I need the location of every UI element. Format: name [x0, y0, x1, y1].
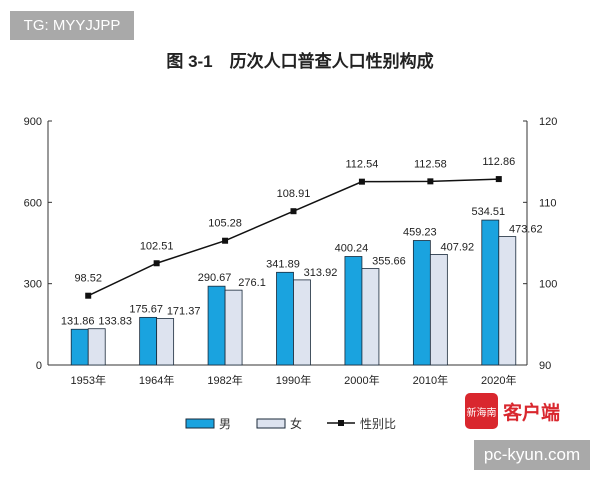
sex-ratio-label: 98.52: [74, 273, 102, 285]
x-tick-label: 1990年: [276, 373, 311, 387]
sex-ratio-label: 112.86: [482, 156, 515, 168]
y-tick-label-left: 600: [24, 197, 42, 209]
legend-female-label: 女: [290, 416, 302, 431]
sex-ratio-label: 108.91: [277, 188, 311, 200]
bar-female: [156, 318, 175, 366]
bar-male: [412, 240, 431, 366]
y-tick-label-left: 0: [36, 360, 42, 372]
sex-ratio-point: [427, 178, 434, 185]
bar-female: [87, 328, 106, 366]
bar-label-male: 175.67: [129, 303, 163, 315]
sex-ratio-point: [222, 237, 229, 244]
bar-label-male: 290.67: [198, 272, 232, 284]
bar-male: [481, 219, 500, 366]
bar-male: [276, 271, 294, 366]
x-tick-label: 1982年: [207, 373, 242, 387]
y-tick-label-left: 300: [24, 279, 42, 291]
bar-label-female: 473.62: [509, 224, 543, 236]
bar-label-female: 313.92: [304, 267, 338, 279]
bar-male: [139, 316, 158, 366]
sex-ratio-label: 112.58: [414, 158, 447, 170]
sex-ratio-point: [358, 178, 365, 185]
bar-label-female: 171.37: [167, 306, 201, 318]
x-tick-label: 2010年: [413, 373, 448, 387]
y-tick-label-right: 100: [539, 279, 557, 291]
bar-label-male: 459.23: [403, 226, 437, 238]
bar-female: [498, 236, 517, 366]
bar-female: [429, 254, 448, 366]
logo-text: 客户端: [503, 401, 561, 424]
y-tick-label-right: 120: [539, 116, 557, 128]
bar-label-female: 407.92: [441, 241, 475, 253]
legend-male-label: 男: [219, 417, 231, 431]
x-tick-label: 2000年: [344, 373, 379, 387]
sex-ratio-label: 105.28: [208, 218, 242, 230]
bar-label-male: 131.86: [61, 315, 95, 327]
legend-male-swatch: [185, 418, 215, 429]
chart-title: 图 3-1 历次人口普查人口性别构成: [166, 52, 434, 71]
logo-icon: 新海南: [465, 393, 498, 429]
bar-label-female: 276.1: [238, 277, 266, 289]
watermark-top: TG: MYYJJPP: [10, 11, 134, 40]
x-tick-label: 1964年: [139, 373, 174, 387]
logo: 新海南 客户端: [465, 393, 560, 429]
legend-ratio-marker: [338, 420, 344, 426]
sex-ratio-point: [153, 260, 160, 267]
watermark-bottom: pc-kyun.com: [474, 440, 590, 470]
bar-male: [70, 328, 89, 366]
bar-female: [361, 268, 380, 366]
sex-ratio-label: 112.54: [346, 159, 379, 171]
y-tick-label-right: 110: [539, 197, 557, 209]
sex-ratio-label: 102.51: [140, 240, 174, 252]
legend-ratio-label: 性别比: [360, 417, 396, 431]
x-tick-label: 2020年: [481, 373, 516, 387]
sex-ratio-point: [495, 176, 502, 183]
bar-label-female: 355.66: [372, 256, 406, 268]
y-tick-label-left: 900: [24, 116, 42, 128]
bar-female: [224, 289, 243, 366]
sex-ratio-point: [85, 292, 92, 299]
bar-label-male: 341.89: [266, 258, 300, 270]
legend-female-swatch: [256, 418, 286, 429]
bar-male: [344, 256, 363, 366]
sex-ratio-point: [290, 208, 297, 215]
y-tick-label-right: 90: [539, 360, 551, 372]
bar-male: [207, 285, 226, 366]
bar-female: [293, 279, 311, 366]
bar-label-male: 534.51: [471, 206, 505, 218]
x-tick-label: 1953年: [70, 373, 105, 387]
bar-label-male: 400.24: [335, 242, 369, 254]
bar-label-female: 133.83: [98, 316, 132, 328]
